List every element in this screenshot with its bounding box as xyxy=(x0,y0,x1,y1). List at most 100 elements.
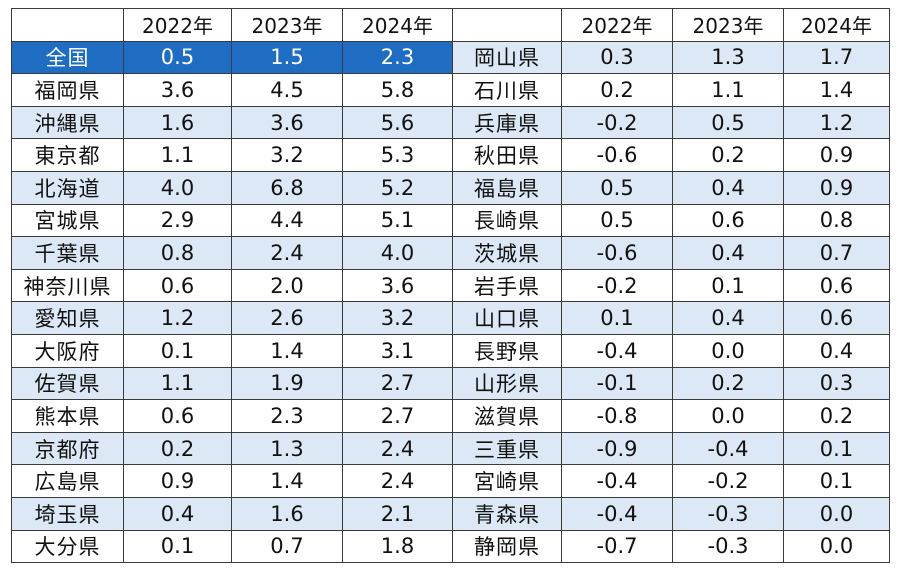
value-cell: 0.3 xyxy=(783,366,890,401)
value-cell: 0.0 xyxy=(783,529,890,564)
value-cell: -0.4 xyxy=(561,333,673,368)
prefecture-name-cell: 秋田県 xyxy=(452,138,562,172)
value-cell: 0.8 xyxy=(783,203,890,238)
value-cell: 1.6 xyxy=(231,496,343,531)
value-cell: 1.3 xyxy=(231,431,343,466)
value-cell: 2.4 xyxy=(342,464,453,498)
value-cell: 1.9 xyxy=(231,366,343,401)
value-cell: 0.2 xyxy=(561,73,673,107)
prefecture-name-cell: 大分県 xyxy=(11,529,124,564)
table-row: 愛知県 1.2 2.6 3.2 山口県 0.1 0.4 0.6 xyxy=(11,301,890,335)
table-row: 佐賀県 1.1 1.9 2.7 山形県 -0.1 0.2 0.3 xyxy=(11,366,890,401)
value-cell: 0.1 xyxy=(783,431,890,466)
value-cell: 4.0 xyxy=(342,236,453,270)
table-row: 大阪府 0.1 1.4 3.1 長野県 -0.4 0.0 0.4 xyxy=(11,333,890,368)
value-cell: 0.1 xyxy=(561,301,673,335)
value-cell: 5.2 xyxy=(342,170,453,205)
prefecture-name-cell: 東京都 xyxy=(11,138,124,172)
value-cell: 0.4 xyxy=(672,236,784,270)
value-cell: 0.7 xyxy=(231,529,343,564)
value-cell: 0.6 xyxy=(783,301,890,335)
table-row: 京都府 0.2 1.3 2.4 三重県 -0.9 -0.4 0.1 xyxy=(11,431,890,466)
prefecture-name-cell: 沖縄県 xyxy=(11,105,124,140)
prefecture-name-cell: 三重県 xyxy=(452,431,562,466)
prefecture-name-cell: 山形県 xyxy=(452,366,562,401)
value-cell: 1.4 xyxy=(231,333,343,368)
value-cell: 1.2 xyxy=(123,301,232,335)
value-cell: -0.6 xyxy=(561,138,673,172)
value-cell: 0.3 xyxy=(561,40,673,75)
value-cell: 1.4 xyxy=(231,464,343,498)
value-cell: -0.2 xyxy=(561,105,673,140)
value-cell: -0.8 xyxy=(561,399,673,433)
value-cell: 2.7 xyxy=(342,366,453,401)
value-cell: 0.2 xyxy=(672,366,784,401)
value-cell: -0.4 xyxy=(561,496,673,531)
value-cell: 0.6 xyxy=(672,203,784,238)
value-cell: 4.0 xyxy=(123,170,232,205)
value-cell: 1.5 xyxy=(231,40,343,75)
prefecture-name-cell: 山口県 xyxy=(452,301,562,335)
value-cell: 3.1 xyxy=(342,333,453,368)
value-cell: 3.6 xyxy=(123,73,232,107)
value-cell: 6.8 xyxy=(231,170,343,205)
value-cell: -0.9 xyxy=(561,431,673,466)
value-cell: 3.2 xyxy=(231,138,343,172)
prefecture-name-cell: 宮崎県 xyxy=(452,464,562,498)
header-year-left: 2023年 xyxy=(231,8,343,42)
value-cell: 2.3 xyxy=(231,399,343,433)
value-cell: 0.2 xyxy=(783,399,890,433)
prefecture-name-cell: 千葉県 xyxy=(11,236,124,270)
value-cell: 0.1 xyxy=(123,333,232,368)
value-cell: -0.6 xyxy=(561,236,673,270)
value-cell: 0.1 xyxy=(672,268,784,303)
value-cell: -0.4 xyxy=(561,464,673,498)
prefecture-name-cell: 岡山県 xyxy=(452,40,562,75)
table-row: 福岡県 3.6 4.5 5.8 石川県 0.2 1.1 1.4 xyxy=(11,73,890,107)
prefecture-name-cell: 長野県 xyxy=(452,333,562,368)
header-blank-right xyxy=(452,8,562,42)
value-cell: 4.4 xyxy=(231,203,343,238)
prefecture-name-cell: 大阪府 xyxy=(11,333,124,368)
prefecture-name-cell: 広島県 xyxy=(11,464,124,498)
value-cell: 0.8 xyxy=(123,236,232,270)
value-cell: -0.7 xyxy=(561,529,673,564)
prefecture-name-cell: 兵庫県 xyxy=(452,105,562,140)
value-cell: 5.8 xyxy=(342,73,453,107)
header-year-left: 2022年 xyxy=(123,8,232,42)
data-table-frame: 2022年 2023年 2024年 2022年 2023年 2024年 全国 0.… xyxy=(11,8,890,564)
table-row: 大分県 0.1 0.7 1.8 静岡県 -0.7 -0.3 0.0 xyxy=(11,529,890,564)
value-cell: 0.9 xyxy=(783,138,890,172)
value-cell: 0.6 xyxy=(123,268,232,303)
value-cell: 1.8 xyxy=(342,529,453,564)
header-row: 2022年 2023年 2024年 2022年 2023年 2024年 xyxy=(11,8,890,42)
value-cell: 5.1 xyxy=(342,203,453,238)
value-cell: 0.4 xyxy=(672,301,784,335)
table-row: 神奈川県 0.6 2.0 3.6 岩手県 -0.2 0.1 0.6 xyxy=(11,268,890,303)
value-cell: 1.1 xyxy=(123,138,232,172)
value-cell: 2.4 xyxy=(231,236,343,270)
value-cell: -0.3 xyxy=(672,496,784,531)
table-row: 熊本県 0.6 2.3 2.7 滋賀県 -0.8 0.0 0.2 xyxy=(11,399,890,433)
value-cell: -0.2 xyxy=(672,464,784,498)
table-row: 広島県 0.9 1.4 2.4 宮崎県 -0.4 -0.2 0.1 xyxy=(11,464,890,498)
value-cell: 0.6 xyxy=(123,399,232,433)
value-cell: 0.4 xyxy=(123,496,232,531)
value-cell: -0.3 xyxy=(672,529,784,564)
value-cell: 0.0 xyxy=(672,333,784,368)
prefecture-name-cell: 北海道 xyxy=(11,170,124,205)
value-cell: 0.7 xyxy=(783,236,890,270)
prefecture-name-cell: 愛知県 xyxy=(11,301,124,335)
value-cell: 0.5 xyxy=(123,40,232,75)
prefecture-name-cell: 神奈川県 xyxy=(11,268,124,303)
value-cell: 2.1 xyxy=(342,496,453,531)
value-cell: 5.6 xyxy=(342,105,453,140)
value-cell: 0.4 xyxy=(672,170,784,205)
value-cell: 1.7 xyxy=(783,40,890,75)
prefecture-name-cell: 石川県 xyxy=(452,73,562,107)
value-cell: -0.4 xyxy=(672,431,784,466)
prefecture-name-cell: 青森県 xyxy=(452,496,562,531)
header-year-right: 2023年 xyxy=(672,8,784,42)
value-cell: 0.5 xyxy=(672,105,784,140)
value-cell: 3.2 xyxy=(342,301,453,335)
